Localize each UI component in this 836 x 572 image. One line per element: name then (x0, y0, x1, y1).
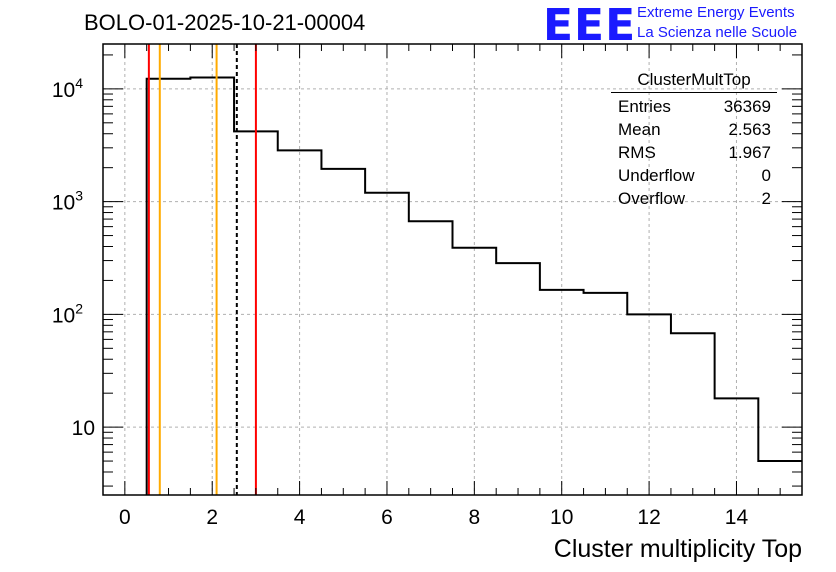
eee-logo: EEE (543, 0, 637, 51)
x-tick-label: 12 (637, 506, 660, 529)
histogram-bin-8 (496, 263, 540, 495)
x-tick-label: 10 (550, 506, 573, 529)
y-tick-label: 10 (72, 417, 95, 440)
histogram-bin-13 (715, 398, 759, 495)
stats-title: ClusterMultTop (611, 70, 777, 93)
histogram-bin-5 (365, 193, 409, 495)
stats-value: 36369 (723, 97, 771, 116)
x-tick-label: 4 (294, 506, 306, 529)
x-tick-label: 14 (725, 506, 749, 529)
stats-row-entries: Entries 36369 (611, 95, 777, 118)
histogram-outline (145, 76, 802, 495)
logo-line-2: La Scienza nelle Scuole (637, 24, 798, 41)
x-tick-label: 6 (381, 506, 393, 529)
histogram-bin-0 (147, 79, 191, 495)
stats-value: 2.563 (728, 120, 771, 139)
y-tick-label: 104 (52, 75, 83, 102)
stats-row-overflow: Overflow 2 (611, 187, 777, 210)
histogram-bin-9 (540, 290, 584, 495)
stats-value: 1.967 (728, 143, 771, 162)
histogram-bin-12 (671, 333, 715, 495)
stats-label: Mean (618, 120, 661, 139)
x-tick-label: 0 (119, 506, 131, 529)
stats-label: Entries (618, 97, 671, 116)
histogram-bin-7 (453, 248, 497, 495)
histogram-bin-4 (321, 169, 365, 495)
x-axis-label: Cluster multiplicity Top (553, 535, 802, 563)
histogram-bin-10 (584, 293, 628, 495)
plot-title: BOLO-01-2025-10-21-00004 (84, 10, 366, 35)
y-tick-label: 102 (52, 300, 83, 327)
stats-row-underflow: Underflow 0 (611, 164, 777, 187)
y-tick-label: 103 (52, 188, 83, 215)
histogram-bin-11 (627, 314, 671, 495)
stats-label: Overflow (618, 189, 686, 208)
x-tick-label: 8 (469, 506, 481, 529)
histogram-bin-3 (278, 150, 322, 495)
histogram-bin-6 (409, 221, 453, 495)
stats-row-rms: RMS 1.967 (611, 141, 777, 164)
stats-box: ClusterMultTop Entries 36369 Mean 2.563 RMS 1… (611, 70, 777, 210)
stats-label: Underflow (618, 166, 695, 185)
stats-value: 2 (761, 189, 771, 208)
x-tick-label: 2 (206, 506, 218, 529)
histogram-bin-1 (190, 78, 234, 495)
stats-row-mean: Mean 2.563 (611, 118, 777, 141)
stats-value: 0 (761, 166, 771, 185)
logo-line-1: Extreme Energy Events (637, 4, 795, 21)
stats-label: RMS (618, 143, 656, 162)
stats-rows: Entries 36369 Mean 2.563 RMS 1.967 Underflow 0 O… (611, 95, 777, 210)
